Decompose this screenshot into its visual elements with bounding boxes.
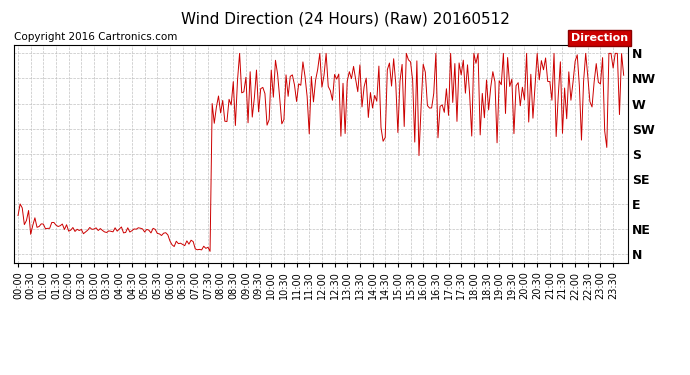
Text: Copyright 2016 Cartronics.com: Copyright 2016 Cartronics.com [14,32,177,42]
Text: Direction: Direction [571,33,628,43]
Text: Wind Direction (24 Hours) (Raw) 20160512: Wind Direction (24 Hours) (Raw) 20160512 [181,11,509,26]
